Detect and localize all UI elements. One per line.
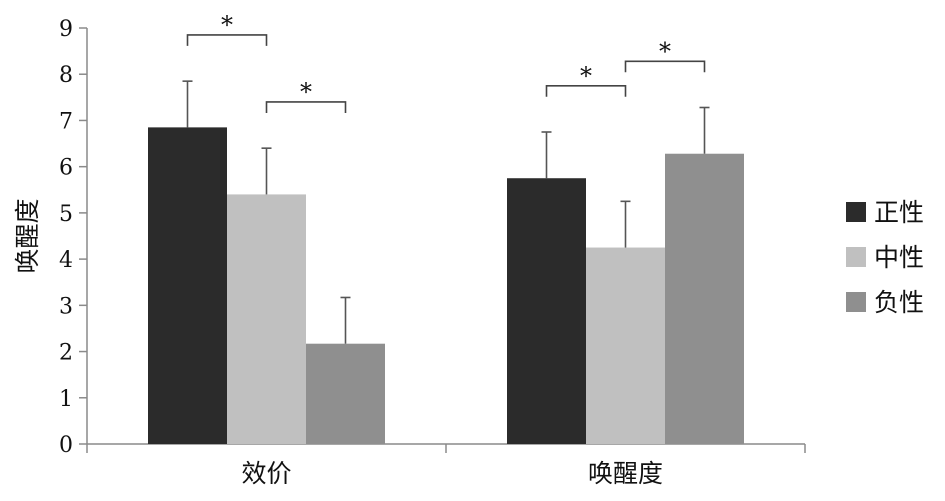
significance-bracket <box>545 84 627 97</box>
bar <box>306 343 385 444</box>
y-tick-label: 4 <box>59 248 73 273</box>
y-tick-label: 0 <box>59 433 73 458</box>
y-tick-label: 3 <box>59 294 73 319</box>
significance-marker: * <box>580 62 592 90</box>
bar <box>148 127 227 444</box>
legend-swatch <box>846 202 866 222</box>
y-tick-label: 9 <box>59 17 73 42</box>
bar <box>507 178 586 444</box>
y-tick-label: 8 <box>59 63 73 88</box>
significance-bracket <box>186 34 268 46</box>
significance-bracket <box>265 101 347 113</box>
error-bars <box>182 80 710 344</box>
legend-label: 正性 <box>874 198 924 227</box>
bars <box>148 127 744 445</box>
legend-swatch <box>846 247 866 267</box>
y-axis-label: 唤醒度 <box>13 198 42 273</box>
y-tick-label: 1 <box>59 387 73 412</box>
x-category-label: 唤醒度 <box>588 459 663 488</box>
significance-marker: * <box>659 37 671 65</box>
y-tick-label: 2 <box>59 341 73 366</box>
y-tick-label: 5 <box>59 202 73 227</box>
legend-label: 负性 <box>874 288 924 317</box>
significance-marker: * <box>221 11 233 39</box>
legend-label: 中性 <box>874 243 924 272</box>
bar <box>227 194 306 444</box>
legend-swatch <box>846 292 866 312</box>
y-tick-label: 7 <box>59 109 73 134</box>
significance-bracket <box>624 60 706 73</box>
y-tick-label: 6 <box>59 156 73 181</box>
significance-marker: * <box>300 78 312 106</box>
significance-brackets: * * * * <box>186 11 706 113</box>
x-category-label: 效价 <box>241 459 291 488</box>
bar <box>665 153 744 445</box>
bar <box>586 247 665 444</box>
